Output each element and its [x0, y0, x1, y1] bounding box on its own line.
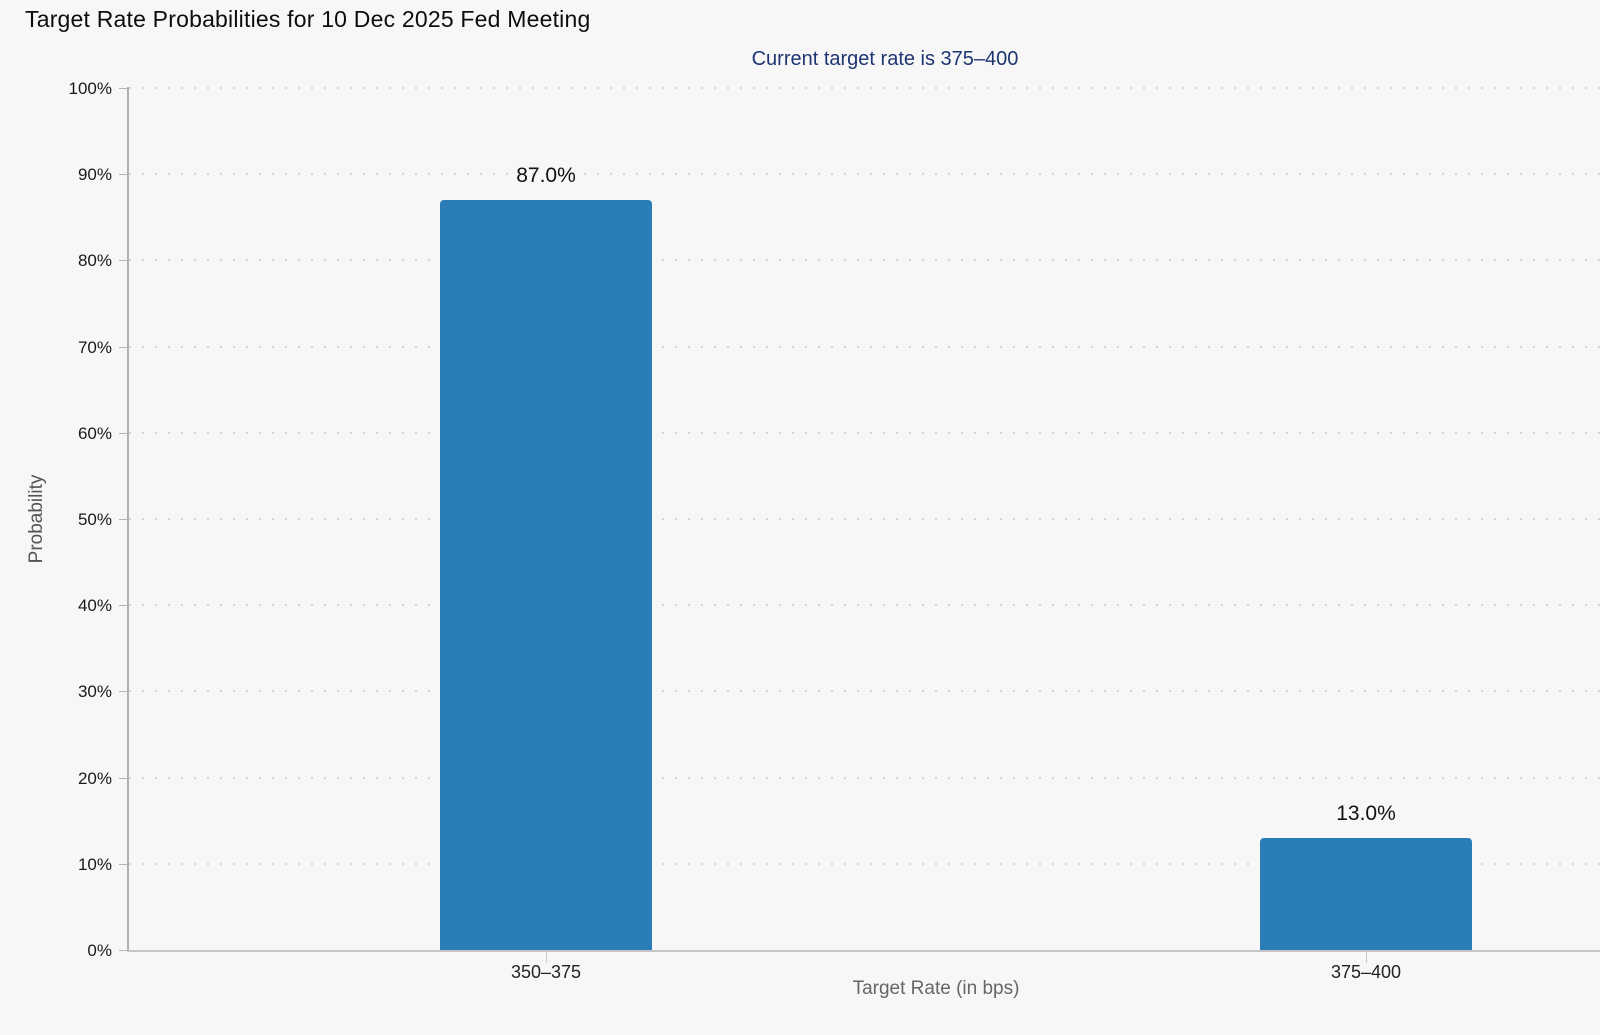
gridline	[129, 259, 1600, 262]
bar-value-label: 13.0%	[1336, 801, 1396, 825]
gridline	[129, 173, 1600, 176]
chart-subtitle: Current target rate is 375–400	[751, 48, 1019, 70]
y-axis-tick-label: 70%	[77, 337, 112, 357]
gridline	[129, 604, 1600, 607]
y-axis-tick	[119, 432, 128, 434]
gridline	[129, 87, 1600, 89]
y-axis-tick-label: 40%	[77, 596, 112, 616]
chart-title: Target Rate Probabilities for 10 Dec 202…	[25, 6, 591, 32]
probability-bar[interactable]	[440, 200, 652, 950]
y-axis-tick-label: 80%	[77, 251, 112, 271]
y-axis-tick	[119, 777, 128, 779]
y-axis-tick-label: 10%	[77, 854, 112, 874]
y-axis-tick-label: 60%	[77, 423, 112, 443]
probability-bar[interactable]	[1260, 837, 1472, 950]
bar-value-label: 87.0%	[516, 164, 576, 188]
y-axis-tick	[119, 605, 128, 607]
y-axis-tick	[119, 519, 128, 520]
y-axis-line	[127, 87, 129, 952]
x-axis-title: Target Rate (in bps)	[852, 978, 1020, 999]
y-axis-tick-label: 20%	[77, 768, 112, 788]
x-axis-category-label: 350–375	[510, 962, 582, 982]
x-axis-category-label: 375–400	[1330, 962, 1402, 982]
y-axis-tick	[119, 174, 128, 176]
y-axis-tick-label: 50%	[77, 510, 112, 529]
y-axis-tick-label: 0%	[87, 941, 112, 960]
x-axis-tick	[1366, 952, 1367, 963]
y-axis-tick	[119, 691, 128, 693]
y-axis-tick	[119, 88, 128, 89]
gridline	[129, 776, 1600, 779]
gridline	[129, 862, 1600, 865]
y-axis-tick-label: 30%	[77, 682, 112, 702]
y-axis-tick-label: 90%	[77, 165, 112, 185]
gridline	[129, 518, 1600, 520]
gridline	[129, 345, 1600, 348]
x-axis-line	[127, 950, 1600, 952]
y-axis-tick	[119, 863, 128, 865]
y-axis-tick	[119, 346, 128, 348]
y-axis-tick	[119, 260, 128, 262]
y-axis-tick	[119, 950, 128, 951]
y-axis-tick-label: 100%	[68, 79, 112, 98]
gridline	[129, 431, 1600, 434]
gridline	[129, 690, 1600, 693]
x-axis-tick	[546, 952, 547, 963]
